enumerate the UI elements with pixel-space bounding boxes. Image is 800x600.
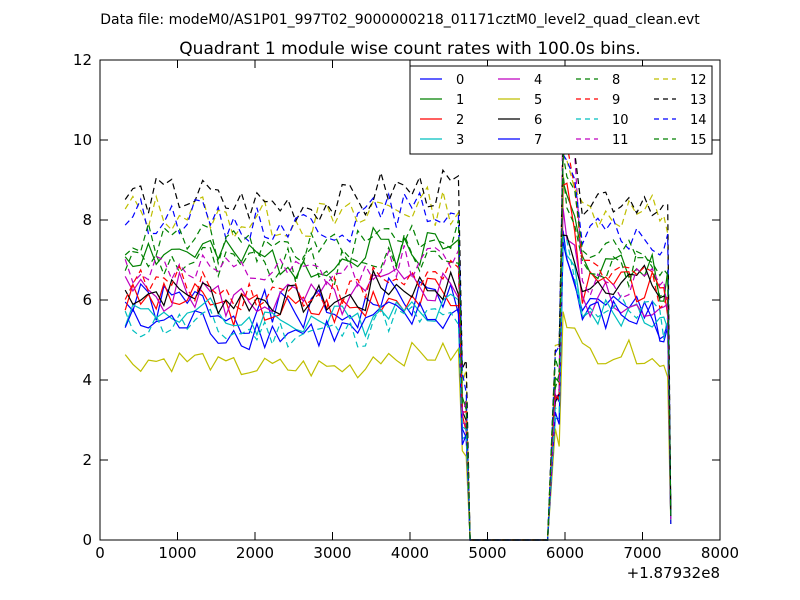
y-tick-label-1: 2 [82,451,92,469]
series-line-6 [124,234,672,541]
x-tick-label-2: 2000 [236,544,274,562]
legend-label-12: 12 [690,73,707,88]
x-tick-label-1: 1000 [158,544,196,562]
y-tick-label-5: 10 [73,131,92,149]
y-tick-label-2: 4 [82,371,92,389]
x-tick-label-8: 8000 [701,544,739,562]
x-tick-label-5: 5000 [468,544,506,562]
series-line-5 [124,311,672,541]
series-line-14 [124,152,672,541]
series-line-13 [124,126,672,541]
legend-label-14: 14 [690,113,707,128]
y-tick-label-6: 12 [73,51,92,69]
x-offset-label: +1.87932e8 [627,564,720,582]
legend-label-2: 2 [456,113,464,128]
legend-box [409,65,713,155]
series-line-3 [124,240,672,541]
x-tick-label-7: 7000 [623,544,661,562]
series-layer [124,100,672,541]
chart-title: Quadrant 1 module wise count rates with … [179,39,640,59]
legend-label-13: 13 [690,93,707,108]
figure-suptitle: Data file: modeM0/AS1P01_997T02_90000002… [100,12,700,28]
y-tick-label-4: 8 [82,211,92,229]
legend-label-8: 8 [612,73,620,88]
legend-label-6: 6 [534,113,542,128]
axes-layer: 0 1000 2000 3000 4000 5000 6000 7000 80000246810… [73,51,739,562]
legend-label-4: 4 [534,73,542,88]
y-tick-label-3: 6 [82,291,92,309]
x-tick-label-6: 6000 [546,544,584,562]
legend-label-5: 5 [534,93,542,108]
series-line-1 [124,181,672,541]
series-line-15 [124,153,672,541]
legend-label-1: 1 [456,93,464,108]
legend-label-15: 15 [690,133,707,148]
legend-label-7: 7 [534,133,542,148]
y-tick-label-0: 0 [82,531,92,549]
series-line-9 [124,143,672,541]
series-line-4 [124,208,672,541]
legend-label-0: 0 [456,73,464,88]
x-tick-label-4: 4000 [391,544,429,562]
x-tick-label-3: 3000 [313,544,351,562]
legend-label-11: 11 [612,133,629,148]
legend-label-9: 9 [612,93,620,108]
x-tick-label-0: 0 [95,544,105,562]
legend-label-10: 10 [612,113,629,128]
series-line-11 [124,100,672,541]
series-line-8 [124,173,672,541]
series-line-10 [124,235,672,541]
legend-label-3: 3 [456,133,464,148]
